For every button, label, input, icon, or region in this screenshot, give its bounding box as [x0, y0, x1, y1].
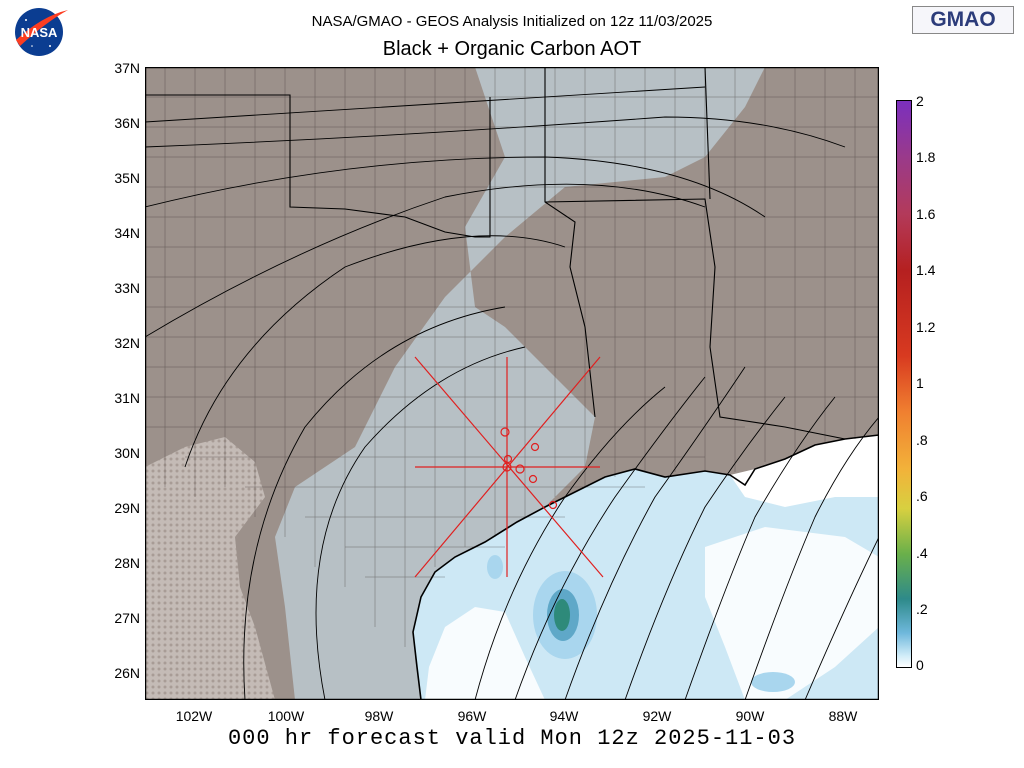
colorbar-label: 1.2 [916, 319, 936, 335]
colorbar-label: 2 [916, 93, 924, 109]
county-boundaries [145, 67, 879, 647]
colorbar-label: 1 [916, 375, 924, 391]
wind-streamlines [145, 86, 879, 700]
lon-label: 102W [175, 708, 213, 724]
lon-label: 100W [267, 708, 305, 724]
aot-clear-gulf [425, 607, 545, 700]
colorbar-label: .2 [916, 601, 928, 617]
lat-label: 33N [114, 280, 140, 296]
colorbar [896, 100, 912, 668]
event-markers [414, 356, 604, 578]
colorbar-label: .6 [916, 488, 928, 504]
lat-label: 32N [114, 335, 140, 351]
coastline [412, 434, 879, 700]
colorbar-label: 0 [916, 657, 924, 673]
aot-peak-blob [554, 599, 570, 631]
aot-small-blob [487, 555, 503, 579]
map-frame [145, 67, 879, 700]
map-title: Black + Organic Carbon AOT [382, 38, 642, 60]
colorbar-label: .8 [916, 432, 928, 448]
lat-label: 31N [114, 390, 140, 406]
gmao-logo: GMAO [912, 6, 1014, 34]
lat-label: 30N [114, 445, 140, 461]
state-boundaries [145, 67, 846, 440]
lon-label: 90W [735, 708, 765, 724]
aot-land-plume [275, 67, 765, 700]
lon-label: 88W [828, 708, 858, 724]
colorbar-label: 1.6 [916, 206, 936, 222]
map-subtitle: NASA/GMAO - GEOS Analysis Initialized on… [311, 13, 713, 30]
lat-label: 29N [114, 500, 140, 516]
lat-label: 36N [114, 115, 140, 131]
colorbar-label: 1.8 [916, 149, 936, 165]
aot-map [145, 67, 879, 700]
colorbar-label: .4 [916, 545, 928, 561]
colorbar-label: 1.4 [916, 262, 936, 278]
aot-clear-gulf-east [705, 527, 879, 700]
lat-label: 28N [114, 555, 140, 571]
lon-label: 98W [364, 708, 394, 724]
lat-label: 37N [114, 60, 140, 76]
aot-east-blob [751, 672, 795, 692]
forecast-valid-time: 000 hr forecast valid Mon 12z 2025-11-03 [227, 726, 797, 751]
lon-label: 94W [549, 708, 579, 724]
nasa-logo: NASA [15, 8, 68, 56]
lat-label: 27N [114, 610, 140, 626]
lon-label: 96W [457, 708, 487, 724]
lat-label: 34N [114, 225, 140, 241]
lat-label: 35N [114, 170, 140, 186]
lat-label: 26N [114, 665, 140, 681]
terrain-relief [145, 437, 275, 700]
nasa-logo-text: NASA [21, 25, 58, 40]
lon-label: 92W [642, 708, 672, 724]
